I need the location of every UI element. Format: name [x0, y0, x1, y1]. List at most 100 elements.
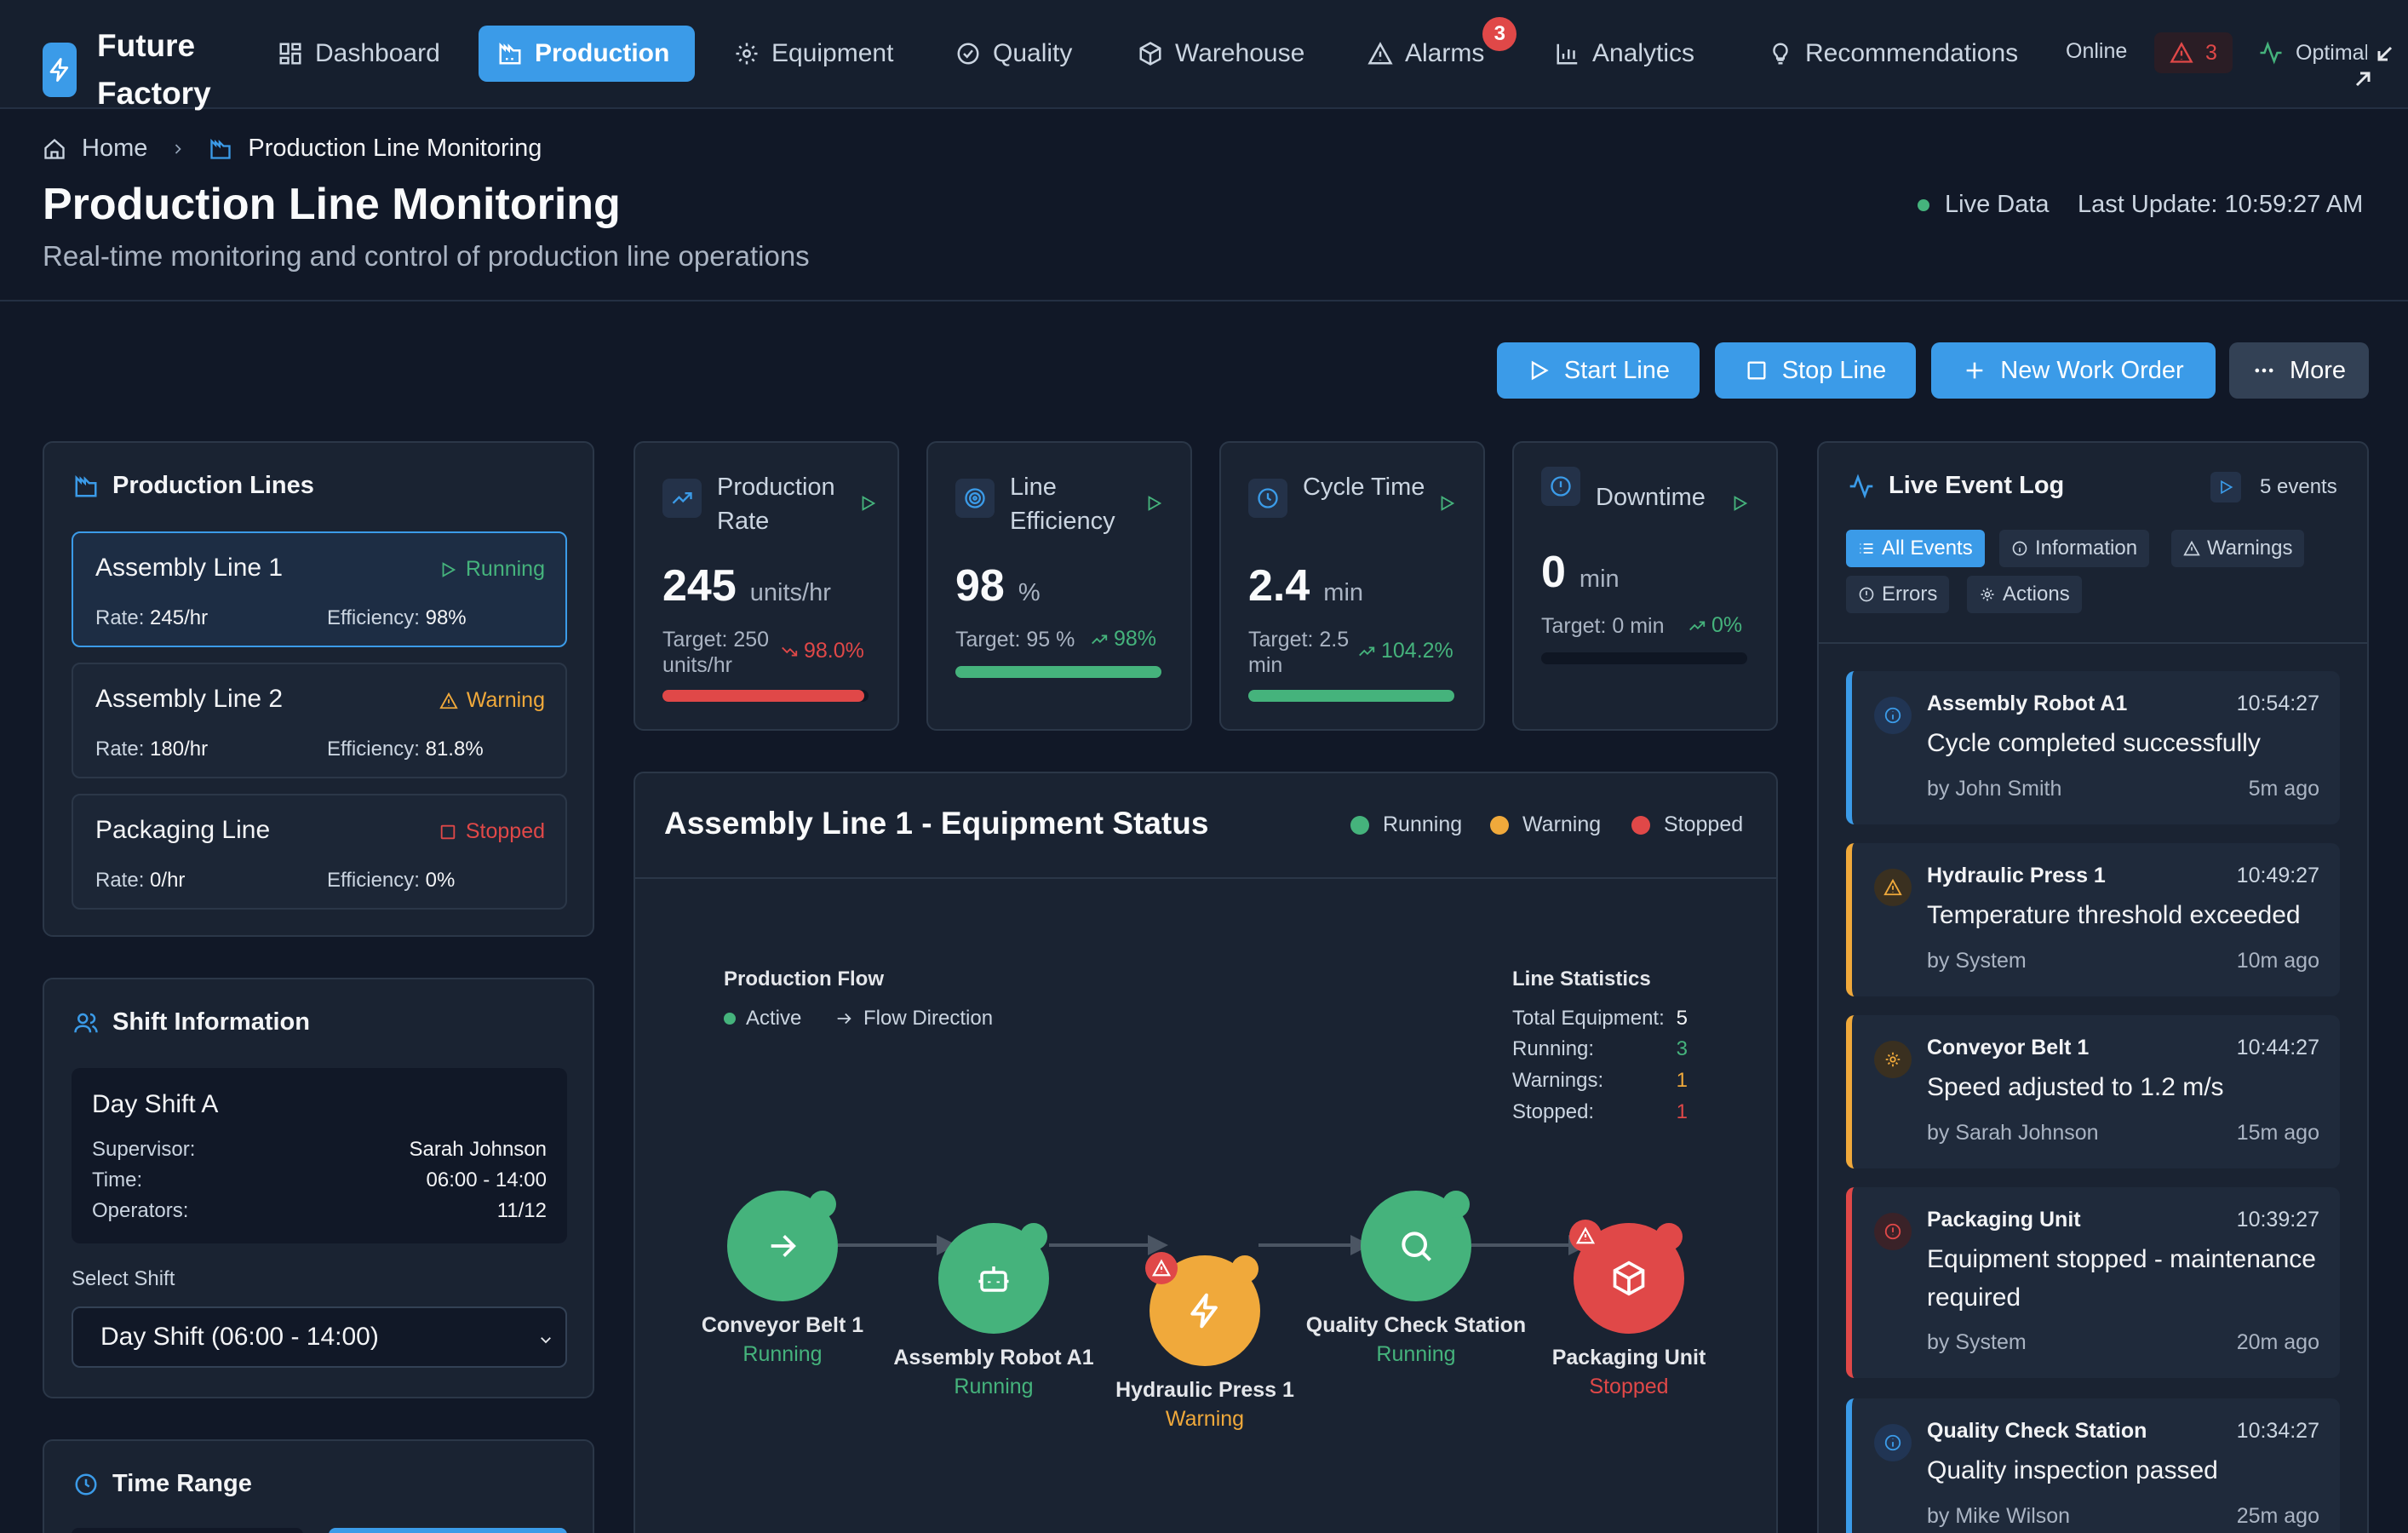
nav-label: Equipment — [771, 39, 894, 67]
robot-icon — [978, 1266, 1009, 1292]
nav-dashboard[interactable]: Dashboard — [259, 26, 459, 82]
chevron-right-icon — [175, 143, 182, 154]
start-line-label: Start Line — [1563, 356, 1671, 384]
legend-stopped: Stopped — [1631, 812, 1743, 837]
panel-title-text: Production Lines — [112, 472, 314, 499]
arrow-right-icon — [771, 1235, 796, 1257]
filter-errors[interactable]: Errors — [1846, 576, 1950, 613]
chevron-down-icon — [541, 1337, 551, 1344]
event-item[interactable]: Conveyor Belt 1 10:44:27 Speed adjusted … — [1846, 1015, 2340, 1168]
nav-alarms[interactable]: Alarms 3 — [1349, 17, 1517, 82]
live-indicator: Live Data — [1918, 191, 2050, 219]
event-item[interactable]: Quality Check Station 10:34:27 Quality i… — [1846, 1398, 2340, 1533]
nav-production[interactable]: Production — [479, 26, 695, 82]
event-item[interactable]: Packaging Unit 10:39:27 Equipment stoppe… — [1846, 1187, 2340, 1378]
stat-label: Stopped: — [1512, 1100, 1595, 1123]
brand[interactable]: Future Factory — [43, 22, 233, 118]
stat-value: 1 — [1676, 1069, 1688, 1092]
nav-warehouse[interactable]: Warehouse — [1119, 26, 1323, 82]
production-lines-panel: Production Lines Assembly Line 1 Running… — [43, 441, 594, 937]
filter-warnings[interactable]: Warnings — [2171, 530, 2305, 567]
metric-progress-bar — [1541, 652, 1747, 664]
metric-target: Target: 250 units/hr — [662, 628, 770, 677]
metric-delta: 104.2% — [1357, 639, 1453, 663]
alert-circle-icon — [1859, 587, 1874, 602]
eff-value: 0% — [425, 869, 456, 892]
metric-delta: 0% — [1688, 613, 1742, 638]
legend-dot — [1490, 815, 1509, 835]
play-icon — [1531, 360, 1549, 381]
play-icon[interactable] — [858, 494, 877, 513]
trending-up-icon — [1092, 634, 1108, 644]
check-circle-icon — [957, 43, 979, 65]
event-source: Assembly Robot A1 — [1927, 692, 2128, 715]
time-range-option[interactable] — [72, 1528, 303, 1533]
panel-title-text: Shift Information — [112, 1008, 310, 1036]
event-item[interactable]: Assembly Robot A1 10:54:27 Cycle complet… — [1846, 671, 2340, 824]
line-card-packaging[interactable]: Packaging Line Stopped Rate: 0/hr Effici… — [72, 794, 567, 910]
collapse-icon[interactable] — [2350, 43, 2398, 90]
metric-value: 245 units/hr — [662, 560, 831, 611]
alert-count: 3 — [2205, 40, 2217, 65]
shift-select[interactable]: Day Shift (06:00 - 14:00) — [72, 1306, 567, 1368]
event-item[interactable]: Hydraulic Press 1 10:49:27 Temperature t… — [1846, 843, 2340, 996]
nav-quality[interactable]: Quality — [937, 26, 1091, 82]
event-age: 15m ago — [2236, 1121, 2319, 1145]
play-icon[interactable] — [1730, 494, 1749, 513]
metric-label: Cycle Time — [1303, 474, 1425, 501]
play-icon[interactable] — [1144, 494, 1163, 513]
filter-information[interactable]: Information — [1999, 530, 2150, 567]
flow-title: Production Flow — [724, 967, 884, 990]
filter-label: Warnings — [2207, 537, 2293, 560]
stat-label: Running: — [1512, 1037, 1595, 1060]
arrow-head-icon — [937, 1235, 957, 1255]
equipment-name: Hydraulic Press 1 — [1115, 1378, 1294, 1402]
breadcrumb-home[interactable]: Home — [82, 135, 148, 162]
factory-icon — [499, 42, 521, 65]
equipment-status: Running — [954, 1375, 1034, 1398]
new-work-order-label: New Work Order — [2000, 356, 2184, 384]
bar-chart-icon — [1557, 43, 1578, 65]
filter-all-events[interactable]: All Events — [1846, 530, 1985, 567]
warning-badge-icon — [1569, 1220, 1602, 1252]
start-line-button[interactable]: Start Line — [1497, 342, 1700, 399]
line-card-assembly-1[interactable]: Assembly Line 1 Running Rate: 245/hr Eff… — [72, 531, 567, 647]
lightbulb-icon — [1773, 43, 1788, 65]
event-time: 10:54:27 — [2236, 692, 2319, 715]
nav-analytics[interactable]: Analytics — [1536, 26, 1713, 82]
play-icon[interactable] — [2210, 472, 2241, 502]
event-time: 10:34:27 — [2236, 1419, 2319, 1443]
legend-warning: Warning — [1490, 812, 1601, 837]
event-author: by Sarah Johnson — [1927, 1121, 2099, 1145]
event-message: Speed adjusted to 1.2 m/s — [1927, 1073, 2224, 1101]
alert-triangle-icon — [2170, 42, 2193, 63]
stat-value: 3 — [1676, 1037, 1688, 1060]
nav-recommendations[interactable]: Recommendations — [1749, 26, 2037, 82]
flow-direction-label: Flow Direction — [863, 1007, 994, 1030]
nav-equipment[interactable]: Equipment — [715, 26, 912, 82]
kv-value: 11/12 — [496, 1199, 547, 1222]
lightning-icon — [1190, 1293, 1218, 1329]
activity-icon — [2260, 41, 2282, 65]
metric-progress-fill — [955, 666, 1161, 678]
shift-information-panel: Shift Information Day Shift A Supervisor… — [43, 978, 594, 1398]
more-button[interactable]: More — [2229, 342, 2369, 399]
line-rate: Rate: 245/hr — [95, 606, 208, 630]
flow-active-label: Active — [746, 1007, 802, 1030]
more-icon — [2255, 368, 2273, 373]
new-work-order-button[interactable]: New Work Order — [1931, 342, 2216, 399]
page-title: Production Line Monitoring — [43, 180, 621, 229]
metric-delta-value: 98.0% — [804, 639, 864, 663]
box-icon — [1613, 1260, 1645, 1296]
stop-line-button[interactable]: Stop Line — [1715, 342, 1916, 399]
nav-label: Dashboard — [315, 39, 440, 67]
time-range-option-active[interactable] — [329, 1528, 567, 1533]
line-name: Assembly Line 2 — [95, 685, 284, 713]
alert-count-button[interactable]: 3 — [2154, 32, 2233, 73]
users-icon — [74, 1013, 98, 1032]
event-author: by System — [1927, 949, 2027, 973]
alert-triangle-icon — [1367, 42, 1393, 65]
line-card-assembly-2[interactable]: Assembly Line 2 Warning Rate: 180/hr Eff… — [72, 663, 567, 778]
filter-actions[interactable]: Actions — [1967, 576, 2082, 613]
play-icon[interactable] — [1437, 494, 1456, 513]
